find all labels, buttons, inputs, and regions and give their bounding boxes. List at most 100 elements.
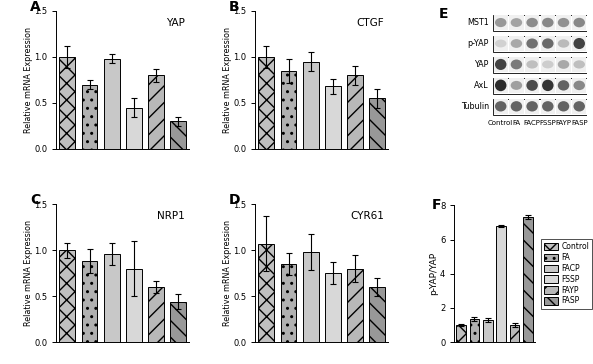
Bar: [572, 78, 586, 93]
Bar: [541, 57, 555, 72]
Text: YAP: YAP: [166, 18, 185, 28]
Bar: [572, 99, 586, 114]
Bar: [82, 261, 97, 342]
Bar: [470, 319, 479, 342]
Ellipse shape: [573, 18, 585, 27]
Text: FASP: FASP: [571, 119, 588, 126]
Ellipse shape: [511, 18, 522, 27]
Y-axis label: Relative mRNA Expression: Relative mRNA Expression: [223, 220, 232, 326]
Legend: Control, FA, FACP, FSSP, FAYP, FASP: Control, FA, FACP, FSSP, FAYP, FASP: [541, 239, 592, 309]
Bar: [493, 57, 587, 73]
Ellipse shape: [542, 80, 554, 91]
Ellipse shape: [527, 39, 538, 48]
Bar: [170, 302, 186, 342]
Bar: [493, 15, 587, 31]
Bar: [302, 252, 318, 342]
Bar: [369, 287, 385, 342]
Bar: [280, 71, 296, 149]
Bar: [483, 320, 493, 342]
Bar: [126, 107, 142, 149]
Ellipse shape: [495, 59, 506, 70]
Bar: [369, 98, 385, 149]
Bar: [525, 15, 539, 30]
Bar: [259, 57, 275, 149]
Bar: [170, 121, 186, 149]
Bar: [525, 78, 539, 93]
Bar: [82, 84, 97, 149]
Ellipse shape: [511, 101, 522, 111]
Bar: [347, 269, 363, 342]
Ellipse shape: [527, 101, 538, 111]
Y-axis label: p-YAP/YAP: p-YAP/YAP: [429, 252, 439, 295]
Bar: [509, 36, 524, 51]
Bar: [59, 250, 75, 342]
Bar: [509, 57, 524, 72]
Bar: [347, 75, 363, 149]
Bar: [302, 62, 318, 149]
Bar: [59, 57, 75, 149]
Bar: [104, 59, 120, 149]
Text: Control: Control: [488, 119, 514, 126]
Ellipse shape: [573, 80, 585, 90]
Ellipse shape: [573, 60, 585, 68]
Ellipse shape: [527, 18, 538, 27]
Ellipse shape: [558, 101, 569, 111]
Bar: [259, 244, 275, 342]
Y-axis label: Relative mRNA Expression: Relative mRNA Expression: [223, 27, 232, 133]
Bar: [525, 57, 539, 72]
Ellipse shape: [495, 80, 506, 91]
Ellipse shape: [558, 60, 569, 69]
Ellipse shape: [573, 38, 585, 49]
Ellipse shape: [558, 18, 569, 27]
Bar: [541, 78, 555, 93]
Bar: [572, 15, 586, 30]
Text: F: F: [432, 198, 441, 213]
Bar: [556, 15, 570, 30]
Bar: [556, 78, 570, 93]
Bar: [510, 325, 519, 342]
Y-axis label: Relative mRNA Expression: Relative mRNA Expression: [24, 27, 33, 133]
Bar: [493, 99, 508, 114]
Bar: [525, 36, 539, 51]
Bar: [572, 57, 586, 72]
Bar: [493, 15, 508, 30]
Text: C: C: [30, 193, 40, 207]
Bar: [493, 36, 587, 52]
Ellipse shape: [495, 40, 506, 47]
Ellipse shape: [542, 101, 554, 111]
Bar: [493, 57, 508, 72]
Text: YAP: YAP: [474, 60, 489, 69]
Bar: [525, 99, 539, 114]
Text: B: B: [229, 0, 240, 14]
Y-axis label: Relative mRNA Expression: Relative mRNA Expression: [24, 220, 33, 326]
Text: D: D: [229, 193, 240, 207]
Bar: [493, 36, 508, 51]
Bar: [493, 78, 508, 93]
Ellipse shape: [542, 18, 554, 27]
Ellipse shape: [542, 60, 554, 68]
Bar: [541, 15, 555, 30]
Text: CTGF: CTGF: [356, 18, 384, 28]
Text: MST1: MST1: [467, 19, 489, 27]
Bar: [325, 86, 341, 149]
Ellipse shape: [558, 39, 569, 48]
Bar: [126, 269, 142, 342]
Text: E: E: [438, 7, 448, 21]
Bar: [556, 99, 570, 114]
Bar: [280, 264, 296, 342]
Bar: [493, 78, 587, 94]
Bar: [148, 75, 164, 149]
Ellipse shape: [542, 38, 554, 49]
Text: NRP1: NRP1: [157, 211, 185, 221]
Ellipse shape: [495, 18, 506, 27]
Bar: [541, 99, 555, 114]
Ellipse shape: [511, 39, 522, 48]
Bar: [456, 325, 466, 342]
Text: FSSP: FSSP: [540, 119, 556, 126]
Bar: [493, 99, 587, 115]
Bar: [523, 217, 533, 342]
Text: AxL: AxL: [474, 81, 489, 90]
Ellipse shape: [527, 60, 538, 68]
Bar: [556, 36, 570, 51]
Bar: [572, 36, 586, 51]
